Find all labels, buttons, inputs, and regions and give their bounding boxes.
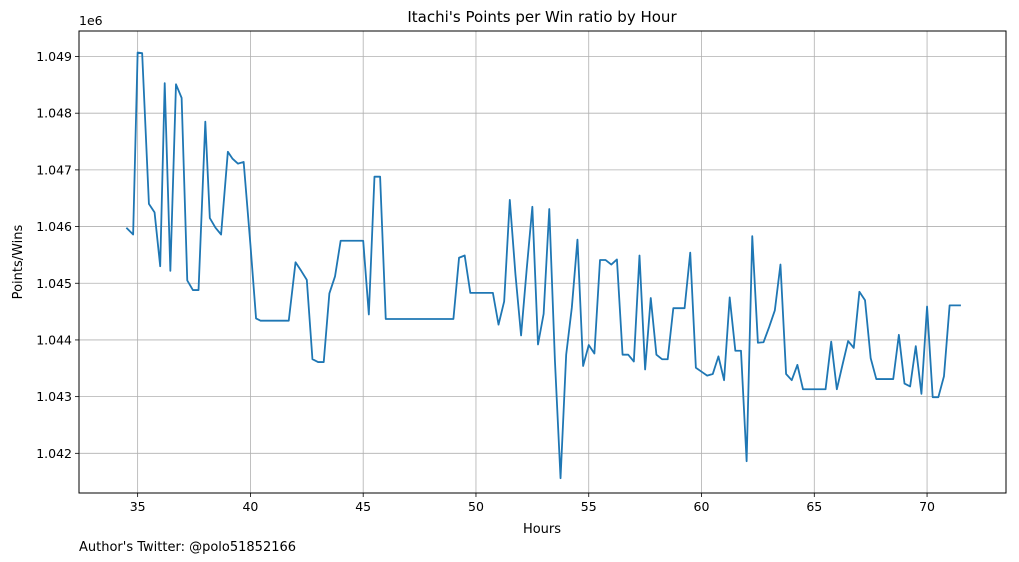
y-tick-label: 1.047	[36, 162, 72, 177]
x-tick-label: 65	[806, 499, 822, 514]
axis-ticks: 35 40 45 50 55 60 65 70 1.042 1.043 1.044 1.045 1.04…	[36, 49, 935, 514]
y-tick-label: 1.044	[36, 332, 72, 347]
x-tick-label: 55	[581, 499, 597, 514]
y-tick-label: 1.045	[36, 276, 72, 291]
x-tick-label: 60	[694, 499, 710, 514]
author-footnote: Author's Twitter: @polo51852166	[79, 540, 296, 555]
chart-title: Itachi's Points per Win ratio by Hour	[407, 8, 677, 26]
x-tick-label: 70	[919, 499, 935, 514]
y-tick-label: 1.049	[36, 49, 72, 64]
y-tick-label: 1.046	[36, 219, 72, 234]
y-tick-label: 1.048	[36, 106, 72, 121]
x-tick-label: 35	[130, 499, 146, 514]
axes-frame	[78, 30, 1007, 494]
x-axis-label: Hours	[523, 522, 561, 537]
x-tick-label: 45	[355, 499, 371, 514]
y-tick-label: 1.042	[36, 446, 72, 461]
grid-lines	[79, 31, 1006, 493]
data-series	[125, 51, 961, 480]
x-tick-label: 40	[242, 499, 258, 514]
series-line	[125, 51, 961, 480]
x-tick-label: 50	[468, 499, 484, 514]
y-tick-label: 1.043	[36, 389, 72, 404]
y-offset-text: 1e6	[79, 13, 103, 28]
y-axis-label: Points/Wins	[11, 224, 26, 299]
